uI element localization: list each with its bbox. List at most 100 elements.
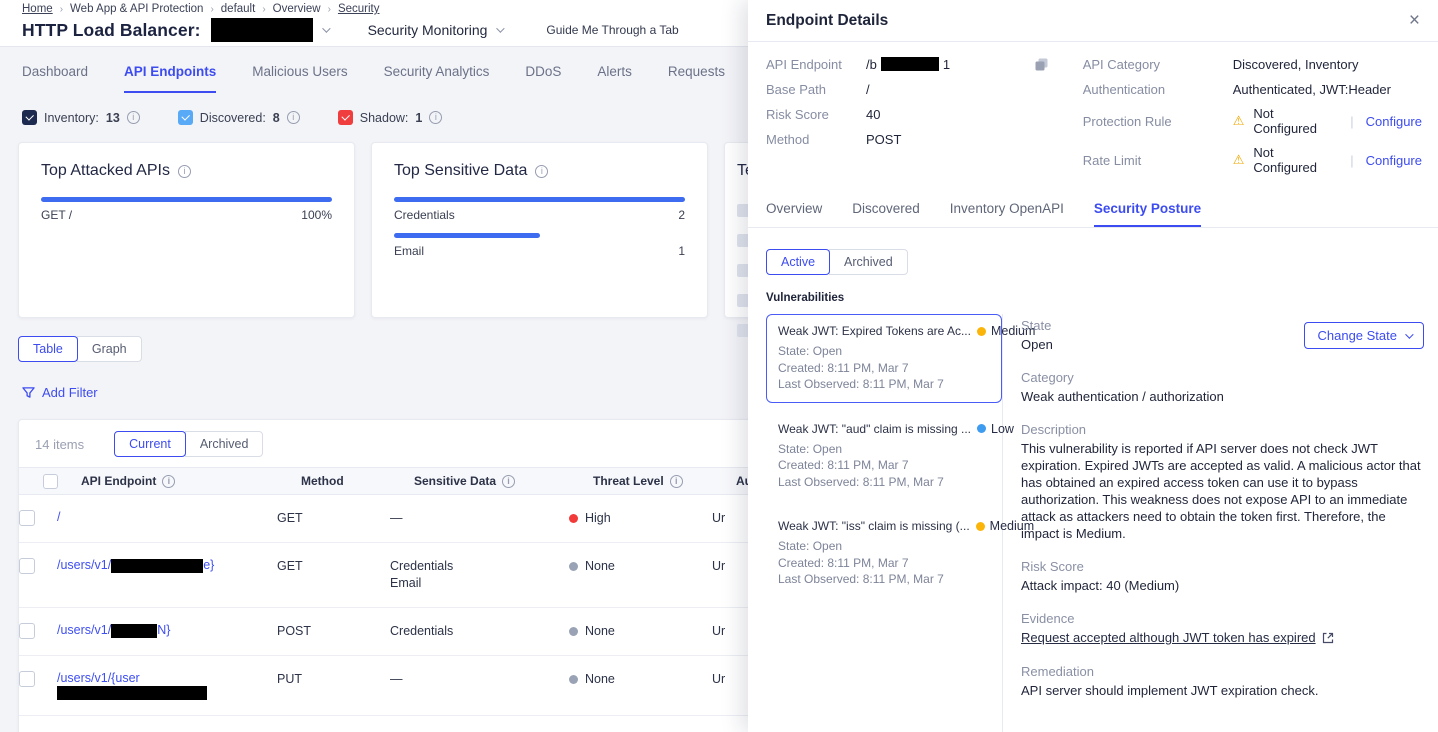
copy-icon[interactable] [1034, 57, 1049, 72]
info-icon[interactable] [177, 164, 191, 178]
filter-count: 8 [272, 110, 280, 125]
table-row[interactable]: / GET — High Ur [19, 495, 1419, 543]
configure-protection-link[interactable]: Configure [1365, 113, 1422, 129]
inventory-checkbox[interactable] [22, 110, 37, 125]
evidence-link[interactable]: Request accepted although JWT token has … [1021, 630, 1334, 645]
legend-chip [737, 204, 750, 217]
protection-rule-value: Not Configured [1253, 106, 1317, 136]
legend-chip [737, 294, 750, 307]
add-filter-button[interactable]: Add Filter [22, 385, 1438, 400]
breadcrumb-separator: › [327, 3, 331, 15]
authentication-value: Authenticated, JWT:Header [1232, 81, 1391, 97]
row-checkbox[interactable] [19, 558, 35, 574]
shadow-checkbox[interactable] [337, 110, 353, 125]
vulnerability-card[interactable]: Weak JWT: "aud" claim is missing ... Low… [766, 412, 1014, 501]
tab-api-endpoints[interactable]: API Endpoints [124, 50, 217, 93]
col-api-endpoint[interactable]: API Endpoint [81, 474, 157, 488]
breadcrumb-default[interactable]: default [220, 3, 256, 15]
col-method[interactable]: Method [301, 474, 344, 488]
breadcrumb-overview[interactable]: Overview [272, 3, 321, 15]
discovered-checkbox[interactable] [177, 110, 193, 125]
tab-requests[interactable]: Requests [667, 63, 725, 79]
view-toggle: Table Graph [18, 336, 142, 362]
filter-label: Discovered: [199, 110, 266, 125]
vulnerability-list: Weak JWT: Expired Tokens are Ac... Mediu… [748, 314, 1035, 732]
vulnerability-card[interactable]: Weak JWT: Expired Tokens are Ac... Mediu… [766, 314, 1035, 403]
threat-label: None [585, 559, 615, 573]
table-view-button[interactable]: Table [18, 336, 78, 362]
tab-security-analytics[interactable]: Security Analytics [383, 63, 490, 79]
breadcrumb-separator: › [262, 3, 266, 15]
active-button[interactable]: Active [766, 249, 831, 275]
endpoint-link: /users/v1/e} [57, 558, 215, 573]
rate-limit-value: Not Configured [1253, 145, 1317, 175]
panel-tab-overview[interactable]: Overview [766, 201, 823, 216]
vulnerability-card[interactable]: Weak JWT: "iss" claim is missing (... Me… [766, 509, 1034, 598]
endpoint-redacted [111, 558, 204, 573]
breadcrumb-security[interactable]: Security [337, 3, 380, 15]
tab-dashboard[interactable]: Dashboard [22, 63, 89, 79]
tab-ddos[interactable]: DDoS [525, 63, 562, 79]
base-path-value: / [866, 81, 870, 97]
info-icon[interactable] [669, 474, 683, 488]
category-label: Category [1021, 370, 1074, 385]
bar-label: Email [394, 244, 425, 258]
external-link-icon [1322, 632, 1333, 643]
chevron-down-icon[interactable] [321, 24, 331, 33]
info-icon[interactable] [535, 164, 549, 178]
row-checkbox[interactable] [19, 623, 35, 639]
configure-ratelimit-link[interactable]: Configure [1365, 152, 1422, 168]
archived-button[interactable]: Archived [184, 431, 264, 457]
category-filter-row: Inventory: 13 Discovered: 8 Shadow: 1 [22, 110, 1438, 125]
info-icon[interactable] [502, 474, 516, 488]
info-icon[interactable] [126, 111, 140, 124]
bar-label: GET / [41, 208, 73, 222]
breadcrumb-separator: › [59, 3, 64, 15]
vuln-created: Created: 8:11 PM, Mar 7 [778, 458, 909, 472]
table-row[interactable]: /users/v1/{user PUT — None Ur [19, 656, 1419, 716]
row-checkbox[interactable] [19, 510, 35, 526]
guide-me-link[interactable]: Guide Me Through a Tab [546, 23, 679, 37]
security-monitoring-menu[interactable]: Security Monitoring [367, 22, 488, 38]
field-label: Base Path [766, 81, 826, 97]
panel-tab-security-posture[interactable]: Security Posture [1093, 195, 1202, 227]
filter-inventory[interactable]: Inventory: 13 [22, 110, 140, 125]
vuln-observed: Last Observed: 8:11 PM, Mar 7 [778, 474, 944, 489]
graph-view-button[interactable]: Graph [76, 336, 142, 362]
breadcrumb-waap[interactable]: Web App & API Protection [70, 3, 204, 15]
current-button[interactable]: Current [114, 431, 186, 457]
table-row[interactable]: /users/v1/e} GET Credentials Email None U… [19, 543, 1419, 608]
chevron-down-icon[interactable] [496, 24, 506, 33]
severity-dot [975, 521, 985, 531]
breadcrumb-home[interactable]: Home [22, 3, 53, 15]
archived-button[interactable]: Archived [829, 249, 908, 275]
row-checkbox[interactable] [19, 671, 35, 687]
severity-label: Medium [990, 324, 1036, 338]
legend-chip [737, 324, 750, 337]
table-row[interactable]: /users/v1/N} POST Credentials None Ur [19, 608, 1419, 656]
info-icon[interactable] [286, 111, 300, 124]
threat-dot [569, 627, 578, 636]
col-threat-level[interactable]: Threat Level [593, 474, 664, 488]
endpoint-link: / [57, 510, 61, 524]
tab-malicious-users[interactable]: Malicious Users [252, 63, 348, 79]
info-icon[interactable] [162, 474, 176, 488]
panel-title: Endpoint Details [766, 12, 889, 29]
info-icon[interactable] [429, 111, 443, 124]
col-sensitive-data[interactable]: Sensitive Data [414, 474, 497, 488]
bar-value: 1 [678, 244, 685, 258]
filter-count: 1 [415, 110, 423, 125]
tab-alerts[interactable]: Alerts [597, 63, 632, 79]
panel-tab-discovered[interactable]: Discovered [852, 201, 920, 216]
close-icon[interactable]: × [1408, 10, 1420, 31]
top-attacked-apis-card: Top Attacked APIs GET / 100% [18, 142, 355, 318]
filter-discovered[interactable]: Discovered: 8 [177, 110, 300, 125]
change-state-button[interactable]: Change State [1304, 322, 1424, 349]
panel-tab-inventory-openapi[interactable]: Inventory OpenAPI [949, 201, 1064, 216]
method-cell: POST [277, 624, 312, 638]
filter-shadow[interactable]: Shadow: 1 [337, 110, 443, 125]
auth-cell-truncated: Ur [712, 511, 726, 525]
select-all-checkbox[interactable] [43, 473, 58, 489]
warning-icon: ⚠ [1232, 152, 1245, 167]
category-value: Weak authentication / authorization [1021, 389, 1224, 404]
